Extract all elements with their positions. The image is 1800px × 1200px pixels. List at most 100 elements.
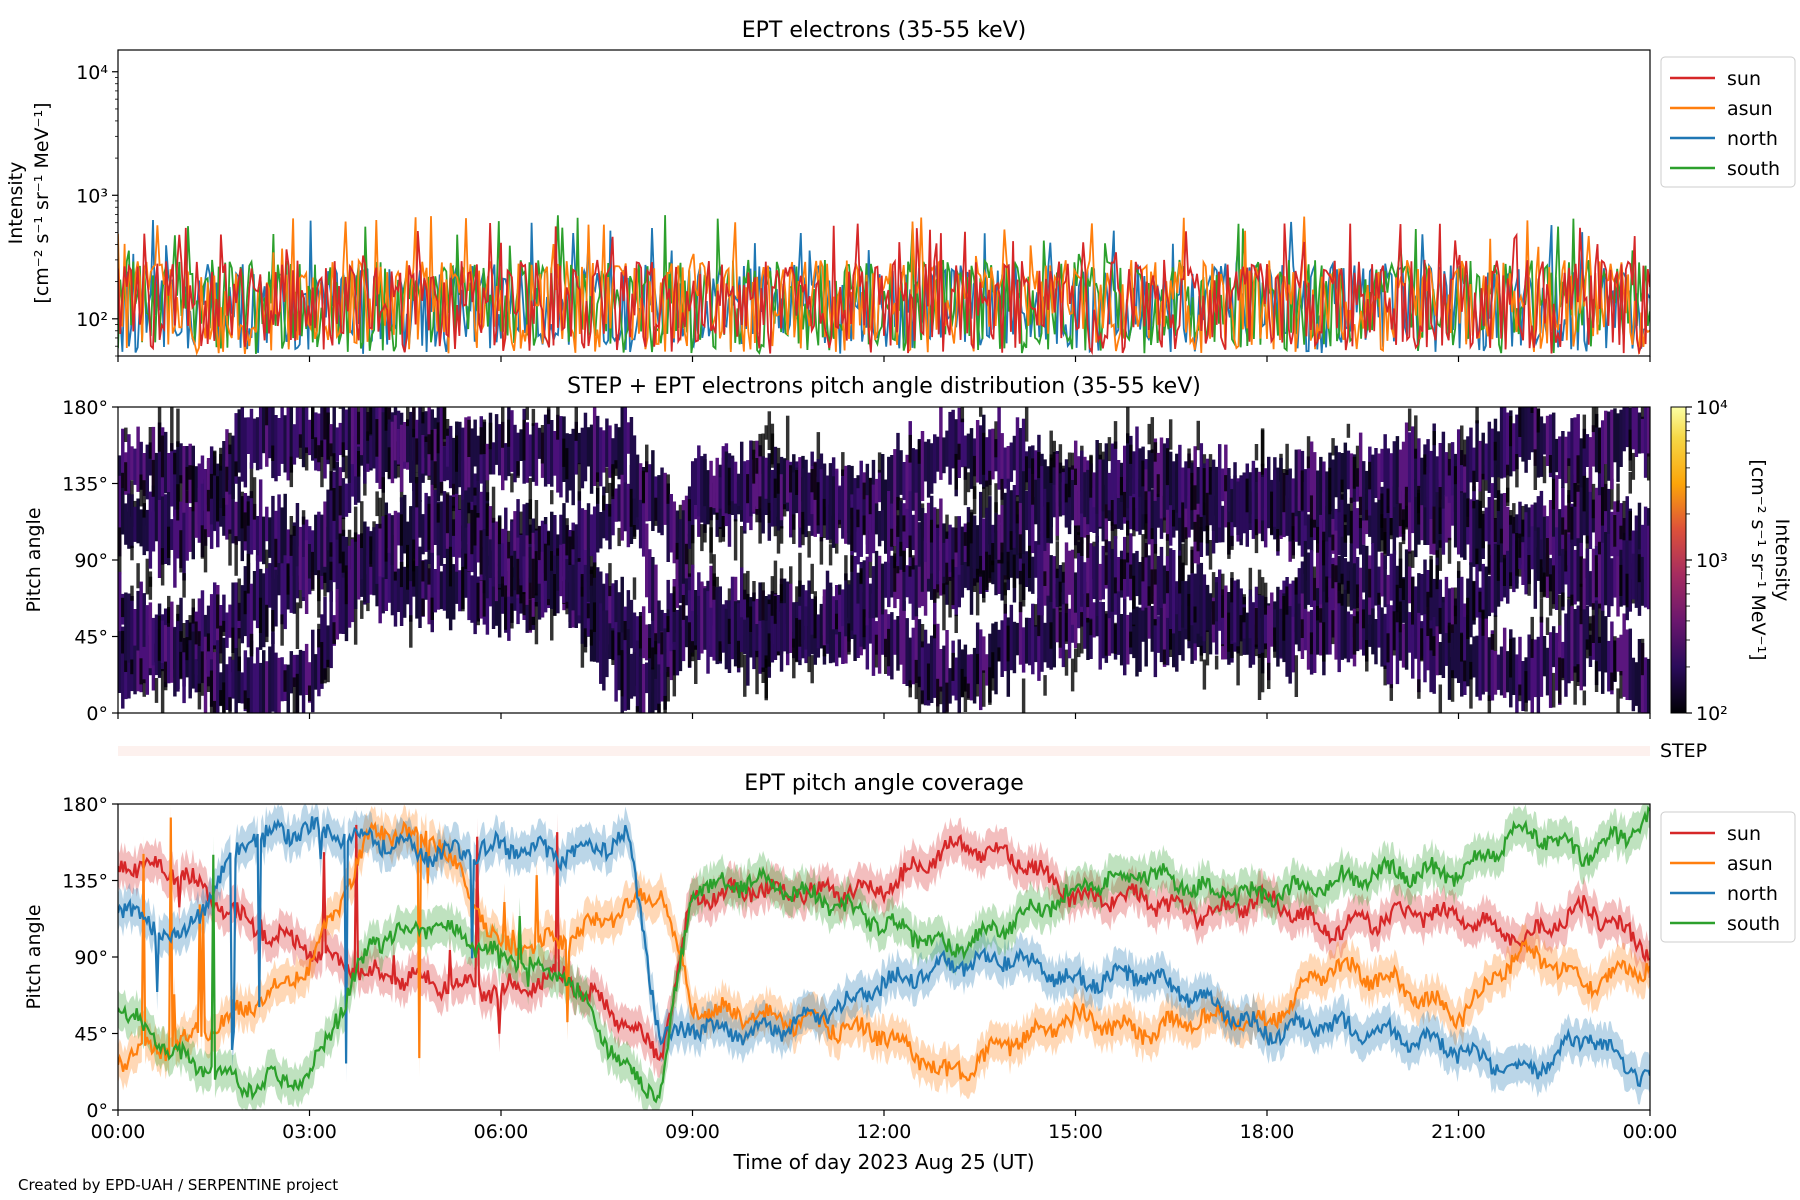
heatmap-cell bbox=[1435, 557, 1439, 642]
heatmap-cell bbox=[978, 555, 983, 577]
y-tick-label: 135° bbox=[62, 871, 108, 893]
heatmap-cell bbox=[663, 695, 667, 713]
heatmap-cell bbox=[1490, 428, 1495, 478]
heatmap-cell bbox=[1319, 604, 1323, 656]
heatmap-cell bbox=[920, 690, 925, 705]
heatmap-cell bbox=[543, 414, 548, 487]
heatmap-cell bbox=[546, 407, 551, 425]
heatmap-cell bbox=[819, 537, 824, 565]
heatmap-cell bbox=[461, 566, 465, 612]
heatmap-cell bbox=[240, 585, 245, 644]
heatmap-cell bbox=[1389, 453, 1394, 518]
heatmap-cell bbox=[1021, 627, 1026, 673]
heatmap-cell bbox=[736, 603, 741, 673]
heatmap-cell bbox=[629, 485, 634, 527]
heatmap-cell bbox=[936, 580, 940, 599]
heatmap-cell bbox=[1616, 500, 1620, 560]
heatmap-cell bbox=[1551, 474, 1556, 559]
heatmap-cell bbox=[580, 586, 585, 644]
heatmap-cell bbox=[1224, 585, 1228, 660]
heatmap-cell bbox=[782, 603, 787, 652]
heatmap-cell bbox=[1631, 407, 1636, 450]
heatmap-cell bbox=[473, 419, 477, 467]
heatmap-cell bbox=[418, 422, 422, 502]
heatmap-cell bbox=[1110, 598, 1115, 654]
heatmap-cell bbox=[1594, 661, 1599, 692]
heatmap-cell bbox=[620, 407, 624, 475]
heatmap-cell bbox=[1340, 593, 1344, 660]
heatmap-cell bbox=[1558, 555, 1562, 595]
heatmap-cell bbox=[497, 535, 502, 585]
heatmap-cell bbox=[831, 596, 836, 630]
heatmap-cell bbox=[816, 482, 821, 526]
heatmap-cell bbox=[507, 530, 511, 559]
heatmap-cell bbox=[736, 640, 741, 668]
heatmap-cell bbox=[1028, 617, 1032, 666]
heatmap-cell bbox=[1196, 514, 1200, 552]
heatmap-cell bbox=[828, 463, 833, 540]
heatmap-cell bbox=[1346, 423, 1351, 438]
heatmap-cell bbox=[635, 640, 640, 712]
heatmap-cell bbox=[1257, 471, 1262, 534]
heatmap-cell bbox=[592, 506, 597, 566]
heatmap-cell bbox=[850, 555, 854, 631]
heatmap-cell bbox=[687, 622, 692, 668]
heatmap-cell bbox=[1349, 614, 1354, 659]
heatmap-cell bbox=[690, 461, 695, 540]
heatmap-cell bbox=[1640, 524, 1645, 580]
heatmap-cell bbox=[1331, 534, 1335, 551]
heatmap-cell bbox=[629, 653, 634, 699]
heatmap-cell bbox=[513, 577, 517, 611]
heatmap-cell bbox=[1597, 427, 1602, 474]
heatmap-cell bbox=[1435, 487, 1439, 570]
heatmap-cell bbox=[1122, 559, 1127, 579]
heatmap-cell bbox=[1015, 417, 1020, 497]
heatmap-cell bbox=[234, 501, 238, 545]
heatmap-cell bbox=[1132, 575, 1136, 609]
heatmap-cell bbox=[543, 543, 548, 581]
heatmap-cell bbox=[1374, 448, 1378, 498]
heatmap-cell bbox=[1407, 432, 1412, 503]
heatmap-cell bbox=[1478, 617, 1482, 701]
heatmap-cell bbox=[654, 678, 658, 711]
heatmap-cell bbox=[240, 672, 245, 704]
heatmap-cell bbox=[133, 448, 137, 485]
heatmap-cell bbox=[249, 583, 254, 654]
heatmap-cell bbox=[1411, 494, 1415, 534]
heatmap-cell bbox=[1463, 488, 1467, 560]
heatmap-cell bbox=[344, 536, 349, 589]
heatmap-cell bbox=[442, 491, 447, 558]
heatmap-cell bbox=[1585, 477, 1590, 544]
heatmap-cell bbox=[887, 491, 891, 563]
heatmap-cell bbox=[1018, 601, 1023, 665]
heatmap-cell bbox=[1561, 517, 1565, 535]
heatmap-cell bbox=[519, 511, 523, 535]
heatmap-cell bbox=[1046, 587, 1050, 668]
heatmap-cell bbox=[1205, 584, 1210, 620]
heatmap-cell bbox=[586, 603, 591, 619]
heatmap-cell bbox=[1536, 408, 1541, 478]
heatmap-cell bbox=[905, 565, 909, 598]
heatmap-cell bbox=[666, 666, 670, 702]
heatmap-cell bbox=[1475, 420, 1479, 482]
heatmap-cell bbox=[433, 461, 438, 497]
heatmap-cell bbox=[212, 582, 217, 650]
heatmap-cell bbox=[173, 509, 177, 588]
heatmap-cell bbox=[945, 682, 949, 713]
heatmap-cell bbox=[911, 514, 916, 550]
heatmap-cell bbox=[121, 488, 125, 535]
heatmap-cell bbox=[1604, 463, 1608, 512]
heatmap-cell bbox=[1294, 578, 1299, 633]
heatmap-cell bbox=[1202, 574, 1207, 642]
heatmap-cell bbox=[464, 417, 468, 491]
heatmap-cell bbox=[381, 554, 385, 614]
heatmap-cell bbox=[1263, 607, 1268, 644]
heatmap-cell bbox=[455, 493, 459, 572]
heatmap-cell bbox=[1472, 580, 1476, 621]
heatmap-cell bbox=[1389, 553, 1394, 601]
heatmap-cell bbox=[1343, 558, 1348, 608]
heatmap-cell bbox=[599, 603, 603, 684]
heatmap-cell bbox=[1524, 671, 1528, 712]
heatmap-cell bbox=[813, 591, 817, 639]
heatmap-cell bbox=[853, 556, 857, 635]
